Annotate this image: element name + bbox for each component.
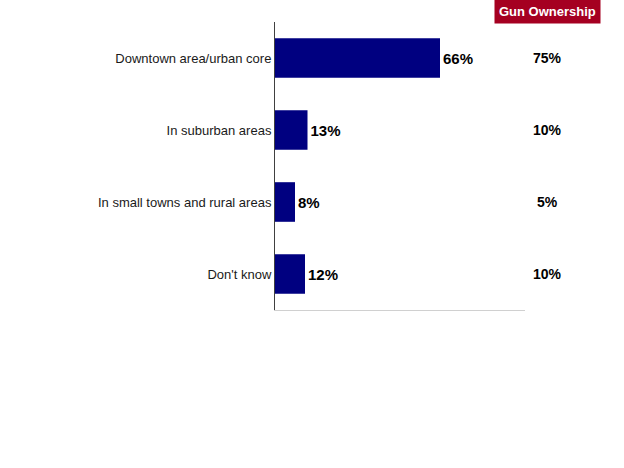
svg-text:12%: 12% <box>308 266 338 283</box>
svg-text:5%: 5% <box>537 194 558 210</box>
svg-text:13%: 13% <box>311 122 341 139</box>
svg-text:75%: 75% <box>533 50 562 66</box>
svg-text:Don't know: Don't know <box>207 267 272 282</box>
svg-text:Downtown area/urban core: Downtown area/urban core <box>115 51 271 66</box>
svg-text:In suburban areas: In suburban areas <box>167 123 272 138</box>
svg-text:Gun Ownership: Gun Ownership <box>499 4 596 19</box>
svg-text:66%: 66% <box>443 50 473 67</box>
svg-text:8%: 8% <box>298 194 320 211</box>
svg-text:10%: 10% <box>533 122 562 138</box>
svg-text:10%: 10% <box>533 266 562 282</box>
svg-text:In small towns and rural areas: In small towns and rural areas <box>98 195 272 210</box>
